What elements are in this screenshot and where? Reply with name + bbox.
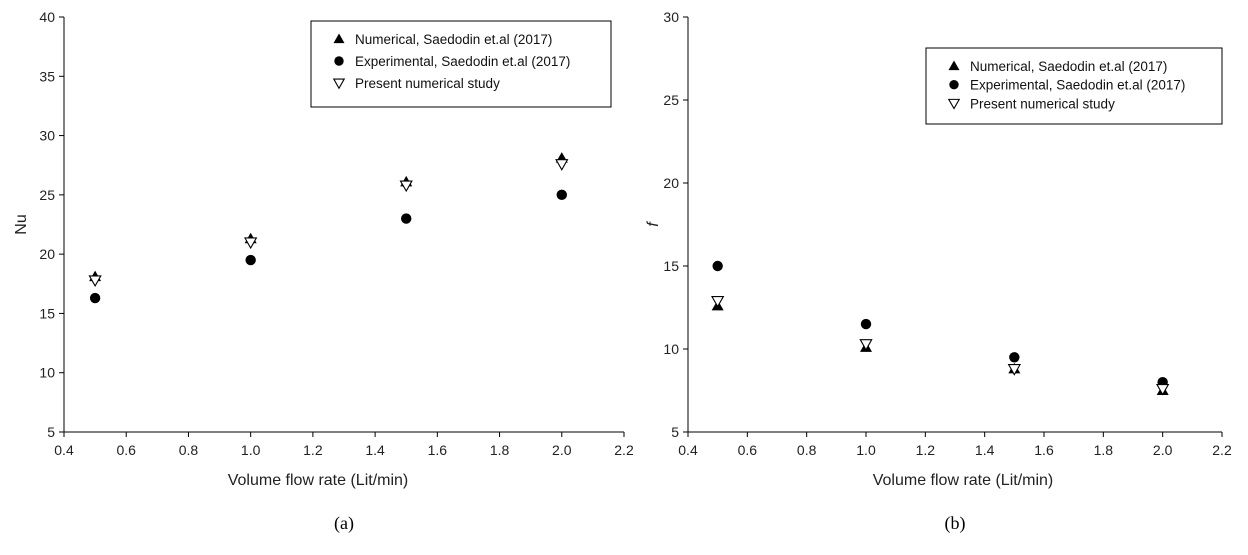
x-tick-label: 2.0	[552, 442, 572, 458]
legend: Numerical, Saedodin et.al (2017) Experime…	[925, 47, 1223, 125]
x-tick-label: 1.2	[303, 442, 323, 458]
data-point	[245, 254, 256, 266]
legend-marker	[333, 33, 345, 44]
panel-caption: (a)	[334, 513, 354, 534]
legend-marker	[948, 60, 960, 71]
y-tick-label: 15	[663, 258, 679, 274]
y-tick-label: 40	[39, 9, 55, 25]
panel-caption: (b)	[945, 513, 966, 534]
legend-entry-label: Experimental, Saedodin et.al (2017)	[355, 54, 570, 69]
legend-entry-label: Numerical, Saedodin et.al (2017)	[355, 32, 552, 47]
data-point	[1156, 383, 1170, 396]
y-tick-label: 5	[47, 424, 55, 440]
legend-entry-label: Experimental, Saedodin et.al (2017)	[970, 78, 1185, 93]
x-tick-label: 1.6	[1034, 442, 1054, 458]
y-tick-label: 25	[39, 187, 55, 203]
y-tick-label: 20	[39, 246, 55, 262]
y-tick-label: 10	[663, 341, 679, 357]
data-point	[244, 237, 258, 250]
chart-panel-2: 0.4 0.6 0.8 1.0 1.2 1.4 1.6 1.8 2.0 2.2 5 10 15 20 25 3…	[645, 9, 1232, 534]
series-3	[88, 159, 569, 288]
x-axis-title: Volume flow rate (Lit/min)	[873, 472, 1054, 489]
legend-marker	[332, 78, 346, 90]
x-tick-label: 2.2	[614, 442, 634, 458]
x-tick-label: 0.6	[738, 442, 758, 458]
x-tick-label: 1.6	[428, 442, 448, 458]
y-tick-label: 30	[39, 128, 55, 144]
y-axis-title: f	[645, 221, 662, 227]
legend-box	[310, 20, 612, 108]
x-tick-label: 2.2	[1212, 442, 1232, 458]
data-point	[1007, 364, 1021, 376]
series-2	[89, 189, 567, 304]
y-tick-label: 35	[39, 68, 55, 84]
legend-entry-label: Present numerical study	[970, 96, 1115, 111]
x-axis-title: Volume flow rate (Lit/min)	[228, 472, 409, 489]
y-axis-title: Nu	[13, 214, 30, 234]
x-tick-label: 0.6	[116, 442, 136, 458]
data-point	[556, 189, 567, 201]
data-point	[859, 339, 873, 351]
data-point	[399, 180, 413, 193]
chart-panel-1: 0.4 0.6 0.8 1.0 1.2 1.4 1.6 1.8 2.0 2.2 5 10 15 20 25 3…	[13, 9, 634, 534]
legend-marker	[334, 56, 344, 66]
legend-marker	[949, 79, 959, 90]
x-tick-label: 1.8	[1094, 442, 1114, 458]
x-tick-label: 1.0	[241, 442, 261, 458]
legend-entry-label: Numerical, Saedodin et.al (2017)	[970, 59, 1167, 74]
x-tick-label: 1.8	[490, 442, 510, 458]
series-2	[712, 260, 1168, 388]
x-tick-label: 1.4	[975, 442, 995, 458]
x-tick-label: 0.4	[678, 442, 698, 458]
y-tick-label: 25	[663, 92, 679, 108]
series-3	[711, 295, 1170, 396]
data-point	[1009, 352, 1020, 363]
data-point	[712, 260, 723, 272]
x-tick-label: 1.4	[365, 442, 385, 458]
x-tick-label: 0.8	[179, 442, 199, 458]
y-tick-label: 20	[663, 175, 679, 191]
y-tick-label: 15	[39, 305, 55, 321]
data-point	[88, 275, 102, 288]
legend-marker	[947, 98, 961, 110]
x-tick-label: 1.2	[916, 442, 936, 458]
data-point	[711, 295, 725, 308]
data-point	[555, 159, 569, 171]
legend-box	[925, 47, 1223, 125]
x-tick-label: 0.4	[54, 442, 74, 458]
x-tick-label: 1.0	[856, 442, 876, 458]
legend: Numerical, Saedodin et.al (2017) Experime…	[310, 20, 612, 108]
series-1	[89, 152, 568, 282]
x-tick-label: 2.0	[1153, 442, 1173, 458]
legend-entry-label: Present numerical study	[355, 76, 500, 91]
y-tick-label: 30	[663, 9, 679, 25]
y-tick-label: 5	[671, 424, 679, 440]
series-1	[711, 299, 1169, 395]
x-tick-label: 0.8	[797, 442, 817, 458]
data-point	[89, 292, 101, 304]
data-point	[860, 318, 872, 330]
y-tick-label: 10	[39, 365, 55, 381]
data-point	[401, 213, 412, 224]
